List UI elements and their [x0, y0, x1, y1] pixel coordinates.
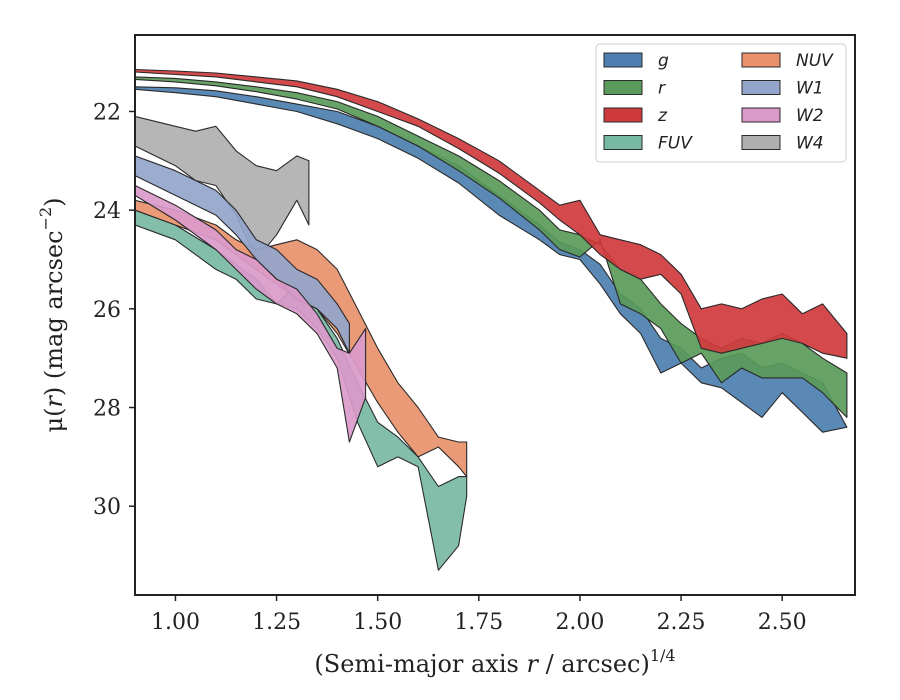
legend-label-g: g — [658, 51, 669, 71]
chart-bands — [135, 68, 848, 571]
legend-box — [595, 43, 847, 163]
plot-frame — [134, 34, 856, 596]
y-axis: 22 24 26 28 30 — [93, 100, 135, 520]
legend-swatch-r — [603, 80, 643, 95]
x-tick-label: 2.50 — [758, 610, 807, 635]
y-axis-label: μ(r) (mag arcsec−2) — [36, 197, 68, 432]
legend-label-w1: W1 — [796, 79, 824, 99]
y-tick-label: 30 — [93, 495, 121, 520]
legend-label-z: z — [657, 106, 668, 126]
band-z — [135, 68, 848, 359]
x-tick-label: 1.75 — [454, 610, 503, 635]
y-tick-label: 22 — [93, 100, 121, 125]
legend-label-r: r — [658, 79, 666, 99]
legend-label-fuv: FUV — [658, 134, 693, 154]
x-axis-label: (Semi-major axis r / arcsec)1/4 — [314, 646, 675, 678]
y-tick-label: 26 — [93, 298, 121, 323]
y-tick-label: 24 — [93, 199, 121, 224]
legend-label-w4: W4 — [796, 134, 824, 154]
x-tick-label: 1.50 — [353, 610, 402, 635]
y-tick-label: 28 — [93, 397, 121, 422]
legend-swatch-w1 — [741, 80, 781, 95]
legend-swatch-w2 — [741, 107, 781, 123]
band-r — [135, 76, 848, 418]
x-tick-label: 1.25 — [252, 610, 301, 635]
x-tick-label: 2.00 — [555, 610, 604, 635]
band-w2 — [135, 184, 367, 443]
legend-swatch-g — [603, 52, 643, 68]
legend-swatch-z — [603, 107, 643, 123]
legend-label-nuv: NUV — [796, 51, 834, 71]
legend-swatch-fuv — [603, 135, 643, 150]
legend-swatch-w4 — [741, 135, 781, 150]
legend-label-w2: W2 — [796, 106, 824, 126]
x-axis: 1.00 1.25 1.50 1.75 2.00 2.25 2.50 — [151, 595, 807, 635]
legend: grz FUV NUV W1 W2 W4 — [595, 43, 847, 163]
x-tick-label: 1.00 — [151, 610, 200, 635]
legend-swatch-nuv — [741, 52, 781, 68]
x-tick-label: 2.25 — [657, 610, 706, 635]
